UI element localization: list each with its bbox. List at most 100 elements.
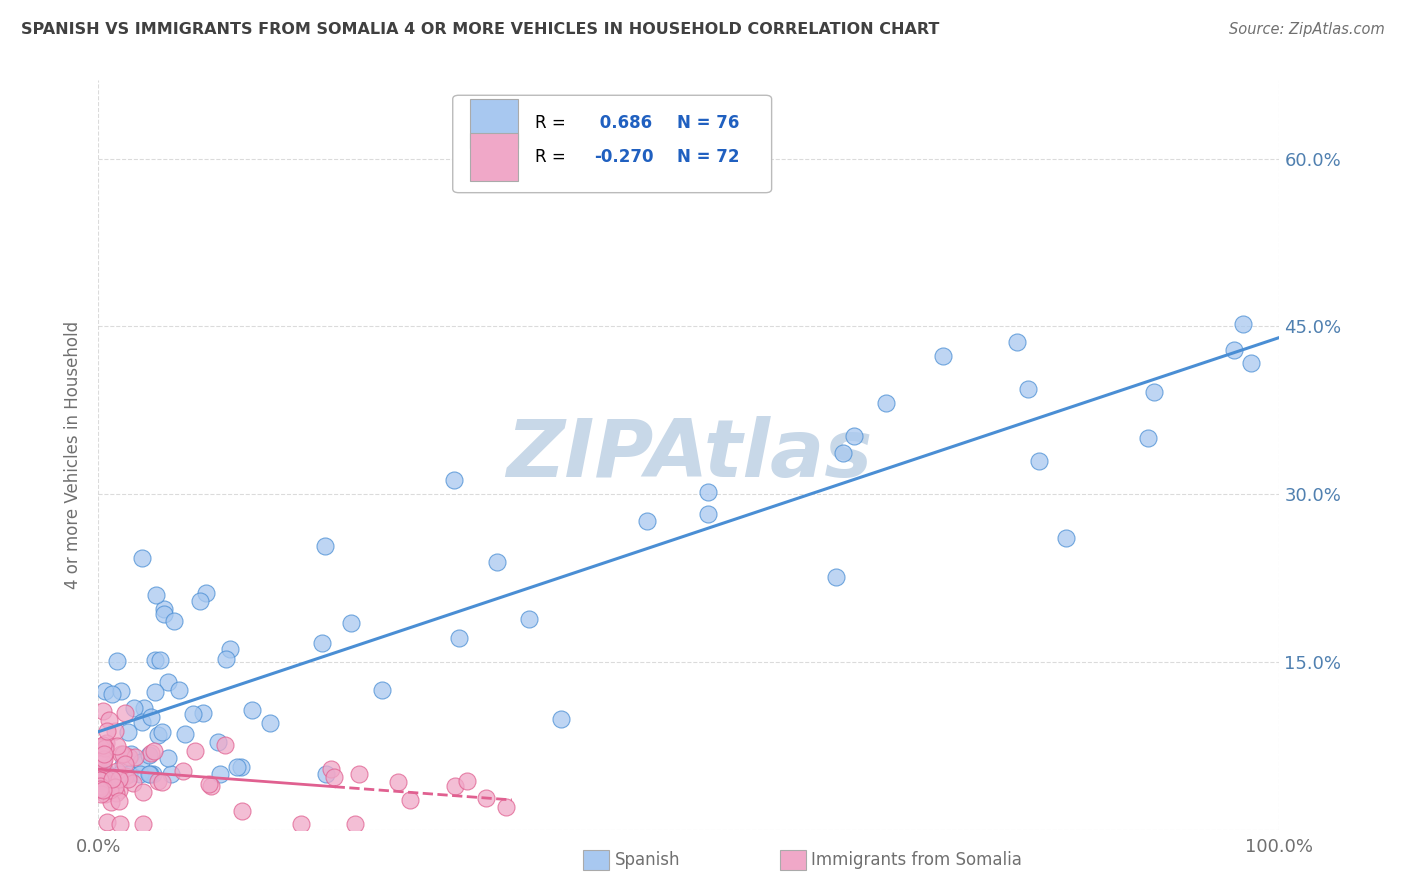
Point xyxy=(194,586,217,600)
Point xyxy=(89,776,111,790)
Point xyxy=(142,744,165,758)
Point xyxy=(150,724,173,739)
Point xyxy=(93,783,115,797)
Point xyxy=(141,746,163,760)
Point xyxy=(443,473,465,487)
Point xyxy=(120,747,142,762)
Point xyxy=(323,770,346,784)
Point xyxy=(122,701,145,715)
Point xyxy=(98,713,121,727)
Point xyxy=(131,755,153,769)
Point xyxy=(101,687,124,701)
Point xyxy=(148,773,170,788)
Point xyxy=(104,780,127,795)
Point xyxy=(347,767,370,781)
Point xyxy=(832,446,855,460)
Point xyxy=(231,760,253,774)
Text: -0.270: -0.270 xyxy=(595,148,654,166)
FancyBboxPatch shape xyxy=(471,133,517,181)
Point xyxy=(100,795,122,809)
Point xyxy=(370,683,392,698)
Point xyxy=(214,738,236,752)
Point xyxy=(105,764,128,778)
Point xyxy=(114,769,136,783)
Point xyxy=(122,776,145,790)
FancyBboxPatch shape xyxy=(453,95,772,193)
Point xyxy=(290,817,312,831)
Point xyxy=(340,615,363,630)
Point xyxy=(225,759,247,773)
Point xyxy=(93,756,115,770)
Point xyxy=(875,396,897,410)
Point xyxy=(118,750,141,764)
Text: N = 76: N = 76 xyxy=(678,114,740,132)
Point xyxy=(167,683,190,698)
Point xyxy=(150,775,173,789)
Point xyxy=(183,706,205,721)
Point xyxy=(93,748,115,763)
Point xyxy=(315,766,337,780)
Point xyxy=(96,815,118,830)
Point xyxy=(231,804,253,818)
Point xyxy=(139,710,162,724)
Point xyxy=(153,607,176,621)
Point xyxy=(456,773,478,788)
Point xyxy=(1239,356,1261,370)
Point xyxy=(1232,317,1254,331)
Point xyxy=(108,772,131,786)
Point xyxy=(105,655,128,669)
Text: N = 72: N = 72 xyxy=(678,148,740,166)
Point xyxy=(485,555,508,569)
Point xyxy=(94,741,117,756)
Point xyxy=(149,653,172,667)
Point xyxy=(94,736,117,750)
Point xyxy=(931,349,953,363)
Point xyxy=(162,615,184,629)
Point xyxy=(132,701,155,715)
Point xyxy=(1143,385,1166,400)
Point xyxy=(311,636,333,650)
Point xyxy=(157,751,180,765)
Point xyxy=(143,653,166,667)
Point xyxy=(138,747,160,762)
Point xyxy=(215,651,238,665)
Text: R =: R = xyxy=(536,148,571,166)
Point xyxy=(495,799,517,814)
Point xyxy=(131,715,153,730)
Point xyxy=(844,428,866,442)
Point xyxy=(131,550,153,565)
Point xyxy=(157,674,180,689)
Text: SPANISH VS IMMIGRANTS FROM SOMALIA 4 OR MORE VEHICLES IN HOUSEHOLD CORRELATION C: SPANISH VS IMMIGRANTS FROM SOMALIA 4 OR … xyxy=(21,22,939,37)
Point xyxy=(93,751,115,765)
Text: Immigrants from Somalia: Immigrants from Somalia xyxy=(811,851,1022,869)
Point xyxy=(93,766,115,780)
Point xyxy=(191,706,214,720)
Point xyxy=(321,762,343,776)
Point xyxy=(1223,343,1246,357)
Point xyxy=(145,588,167,602)
FancyBboxPatch shape xyxy=(471,99,517,148)
Point xyxy=(101,772,124,786)
Point xyxy=(398,792,420,806)
Point xyxy=(89,746,111,760)
Point xyxy=(314,539,336,553)
Point xyxy=(132,817,155,831)
Point xyxy=(94,764,117,778)
Point xyxy=(89,751,111,765)
Point xyxy=(110,817,132,831)
Point xyxy=(114,757,136,772)
Point xyxy=(188,594,211,608)
Point xyxy=(90,787,112,801)
Point xyxy=(343,817,366,831)
Point xyxy=(138,766,160,780)
Point xyxy=(89,773,111,788)
Point xyxy=(1007,334,1029,349)
Point xyxy=(697,485,720,500)
Point xyxy=(117,724,139,739)
Point xyxy=(110,684,132,698)
Point xyxy=(91,741,114,756)
Point xyxy=(96,724,118,739)
Point xyxy=(447,631,470,645)
Point xyxy=(240,703,263,717)
Point xyxy=(153,602,176,616)
